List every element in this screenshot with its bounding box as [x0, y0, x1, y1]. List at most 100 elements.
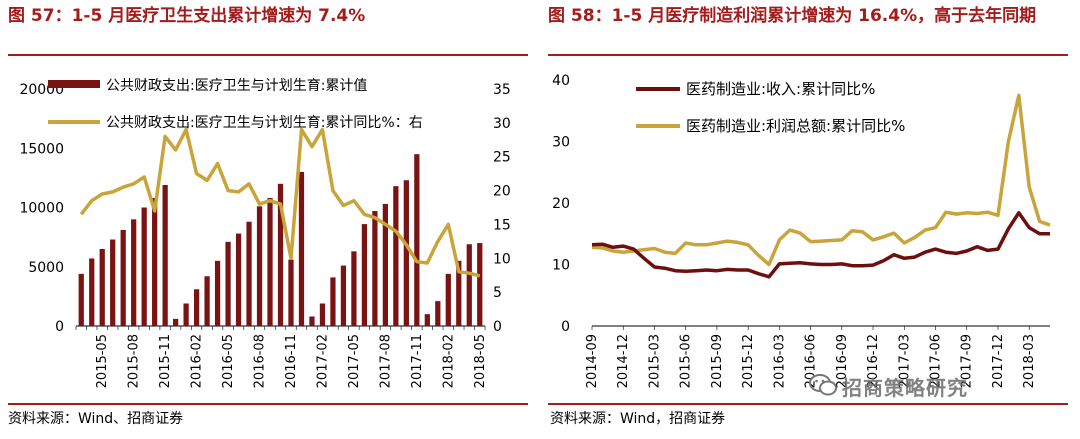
- bar: [466, 244, 472, 326]
- legend-bar-label: 公共财政支出:医疗卫生与计划生育:累计值: [106, 78, 367, 94]
- bar: [120, 230, 126, 326]
- x-tick-label: 2016-02: [190, 334, 205, 388]
- x-tick-label: 2015-08: [127, 334, 142, 388]
- left-chart-title: 图 57：1-5 月医疗卫生支出累计增速为 7.4%: [8, 6, 366, 26]
- bar: [277, 183, 284, 326]
- wechat-icon: [809, 374, 837, 396]
- y-tick-label: 10: [552, 258, 570, 274]
- bar: [235, 233, 242, 326]
- bar: [445, 273, 451, 326]
- x-tick-label: 2016-06: [804, 334, 819, 388]
- x-tick-label: 2017-06: [929, 334, 944, 388]
- x-tick-label: 2015-05: [95, 334, 110, 388]
- y-tick-label: 20: [552, 196, 570, 212]
- right-source-rule: [548, 403, 1068, 405]
- bar: [298, 171, 305, 326]
- bar: [152, 198, 158, 326]
- right-source-note: 资料来源：Wind，招商证券: [550, 411, 726, 427]
- bar: [288, 259, 294, 326]
- right-y-tick-label: 5: [493, 285, 502, 301]
- x-tick-label: 2018-03: [1022, 334, 1037, 388]
- x-tick-label: 2017-08: [378, 334, 393, 388]
- revenue-growth-line: [591, 211, 1050, 279]
- right-y-tick-label: 20: [493, 184, 511, 200]
- x-tick-label: 2015-12: [741, 334, 756, 388]
- left-title-rule: [8, 54, 528, 56]
- bar: [456, 260, 462, 326]
- left-y-tick-label: 0: [55, 319, 64, 335]
- bar: [141, 207, 147, 326]
- bar: [173, 318, 179, 326]
- bar: [414, 154, 420, 326]
- bar: [246, 221, 252, 326]
- x-tick-label: 2017-05: [347, 334, 362, 388]
- left-y-tick-label: 5000: [28, 260, 64, 276]
- x-tick-label: 2016-12: [866, 334, 881, 388]
- x-tick-label: 2015-06: [679, 334, 694, 388]
- bar: [183, 303, 189, 326]
- left-source-note: 资料来源：Wind、招商证券: [8, 411, 184, 427]
- bar: [372, 211, 378, 326]
- bar: [319, 303, 326, 326]
- x-tick-label: 2015-11: [158, 334, 173, 388]
- x-tick-label: 2014-12: [616, 334, 631, 388]
- bar: [424, 314, 430, 326]
- x-tick-label: 2017-12: [991, 334, 1006, 388]
- legend-revenue-label: 医药制造业:收入:累计同比%: [686, 80, 875, 98]
- bar: [214, 260, 221, 326]
- profit-growth-line: [591, 93, 1051, 267]
- bar: [162, 184, 168, 326]
- x-tick-label: 2017-02: [315, 334, 330, 388]
- legend-bar-swatch: [48, 80, 100, 88]
- x-tick-label: 2017-11: [410, 334, 425, 388]
- x-tick-label: 2016-09: [835, 334, 850, 388]
- x-tick-label: 2016-03: [772, 334, 787, 388]
- x-tick-label: 2016-05: [221, 334, 236, 388]
- bar: [477, 243, 483, 326]
- y-tick-label: 40: [552, 73, 570, 89]
- right-chart: 0 10 20 30 40 2014-09 2014-12 2015-03 2015-06 201…: [552, 73, 1051, 388]
- x-tick-label: 2015-09: [710, 334, 725, 388]
- bar: [131, 219, 137, 326]
- left-chart: 05000100001500020000051015202530352015-0…: [19, 78, 511, 388]
- y-tick-label: 0: [561, 319, 570, 335]
- bar: [393, 186, 399, 326]
- bar: [361, 224, 368, 326]
- bar: [351, 251, 357, 326]
- watermark-text: 招商策略研究: [842, 376, 968, 400]
- x-tick-label: 2017-09: [960, 334, 975, 388]
- x-tick-label: 2018-02: [441, 334, 456, 388]
- right-title-rule: [548, 54, 1068, 56]
- right-y-tick-label: 10: [493, 251, 511, 267]
- bar: [225, 241, 231, 326]
- left-y-tick-label: 10000: [19, 201, 64, 217]
- x-tick-label: 2016-11: [284, 334, 299, 388]
- bar: [340, 265, 347, 326]
- right-y-tick-label: 25: [493, 150, 511, 166]
- right-y-tick-label: 15: [493, 217, 511, 233]
- x-tick-label: 2018-05: [473, 334, 488, 388]
- bar: [204, 276, 210, 326]
- bar: [110, 239, 116, 326]
- legend-profit-label: 医药制造业:利润总额:累计同比%: [686, 117, 905, 135]
- bar: [435, 301, 441, 326]
- x-tick-label: 2015-03: [647, 334, 662, 388]
- left-y-tick-label: 15000: [19, 141, 64, 157]
- bar: [256, 206, 263, 326]
- right-y-tick-label: 35: [493, 82, 511, 98]
- bar: [99, 248, 105, 326]
- bar: [330, 277, 336, 326]
- bar: [309, 316, 315, 326]
- x-tick-label: 2016-08: [253, 334, 268, 388]
- bar: [267, 198, 273, 326]
- x-tick-label: 2014-09: [585, 334, 600, 388]
- growth-line: [79, 127, 481, 278]
- left-source-rule: [8, 403, 528, 405]
- bar: [403, 180, 409, 326]
- right-chart-title: 图 58：1-5 月医疗制造利润累计增速为 16.4%，高于去年同期: [548, 6, 1037, 26]
- bar: [193, 289, 200, 326]
- y-tick-label: 30: [552, 135, 570, 151]
- right-y-tick-label: 0: [493, 319, 502, 335]
- bar: [78, 273, 84, 326]
- legend: 公共财政支出:医疗卫生与计划生育:累计值公共财政支出:医疗卫生与计划生育:累计同…: [48, 78, 423, 131]
